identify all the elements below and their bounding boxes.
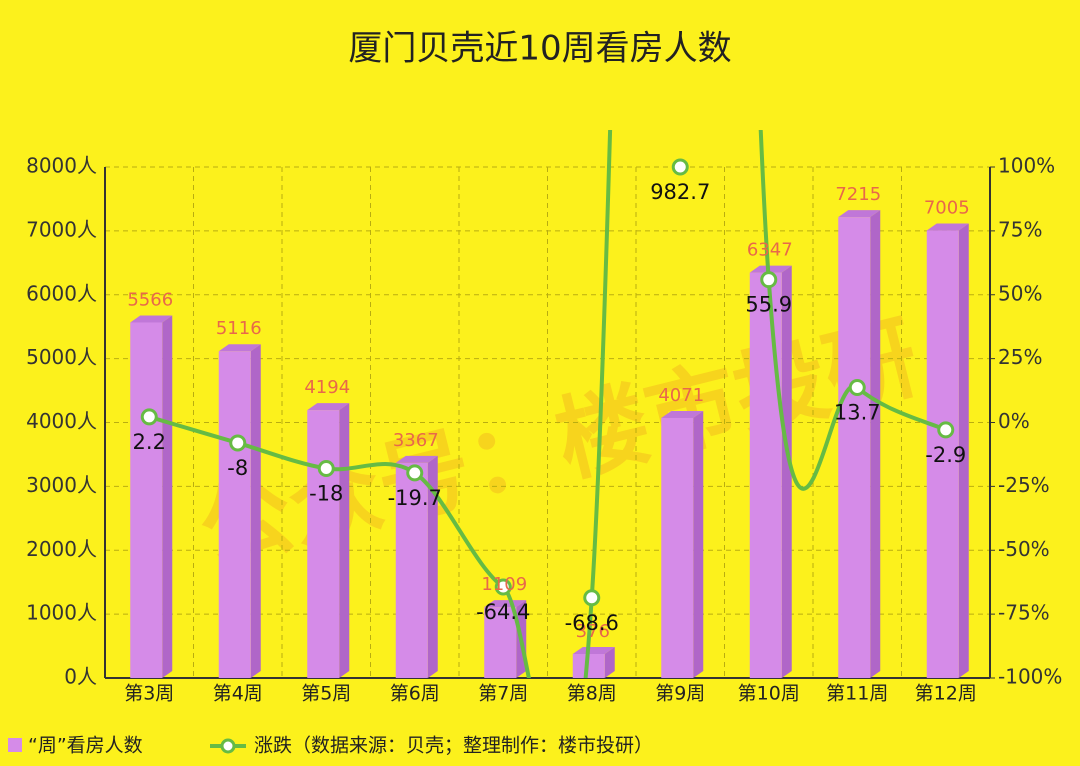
bar-side <box>604 646 615 678</box>
bar-top <box>661 410 704 418</box>
legend-swatch <box>8 738 22 752</box>
y-tick-label: 5000人 <box>26 345 97 369</box>
bar <box>926 230 959 679</box>
bar-top <box>749 265 792 273</box>
bar-top <box>218 344 261 352</box>
y-tick-label: 3000人 <box>26 473 97 497</box>
bar-value-label: 7215 <box>835 184 881 205</box>
bar-top <box>130 315 173 323</box>
y2-tick-label: -75% <box>998 601 1050 625</box>
line-value-label: 13.7 <box>834 400 881 424</box>
legend-point <box>220 738 236 754</box>
y2-tick-label: 25% <box>998 345 1042 369</box>
y-tick-label: 4000人 <box>26 409 97 433</box>
bar-value-label: 3367 <box>393 430 439 451</box>
chart-title: 厦门贝壳近10周看房人数 <box>348 29 731 69</box>
bar-top <box>307 403 350 411</box>
y-tick-label: 8000人 <box>26 154 97 178</box>
x-tick-label: 第3周 <box>124 683 174 705</box>
bar <box>484 607 517 678</box>
x-tick-label: 第8周 <box>567 683 617 705</box>
bar-value-label: 5566 <box>127 289 173 310</box>
y-tick-label: 0人 <box>64 665 97 689</box>
line-value-label: -18 <box>309 481 343 505</box>
y2-tick-label: -25% <box>998 473 1050 497</box>
x-tick-label: 第11周 <box>826 683 888 705</box>
x-tick-label: 第9周 <box>655 683 705 705</box>
line-point <box>671 158 689 176</box>
bar-side <box>427 455 438 678</box>
line-point <box>937 421 955 439</box>
bar <box>395 462 428 678</box>
bar <box>307 410 340 678</box>
bar-value-label: 1109 <box>481 574 527 595</box>
y2-tick-label: 75% <box>998 217 1042 241</box>
line-point <box>229 434 247 452</box>
x-tick-label: 第6周 <box>390 683 440 705</box>
bar-side <box>162 315 173 678</box>
line-point <box>760 271 778 289</box>
bar-side <box>693 410 704 678</box>
line-point <box>406 464 424 482</box>
line-value-label: 2.2 <box>133 430 166 454</box>
line-value-label: -68.6 <box>565 611 619 635</box>
line <box>148 130 947 678</box>
y-tick-label: 1000人 <box>26 601 97 625</box>
line-value-label: 982.7 <box>650 180 710 204</box>
bar-top <box>926 223 969 231</box>
y-tick-label: 7000人 <box>26 217 97 241</box>
bar-top <box>395 455 438 463</box>
line-value-label: -8 <box>227 456 248 480</box>
line-point <box>140 408 158 426</box>
bar-top <box>484 600 527 608</box>
legend-label: 涨跌（数据来源：贝壳；整理制作：楼市投研） <box>254 735 653 757</box>
bar <box>130 322 163 678</box>
bar <box>661 417 694 678</box>
bar-side <box>781 265 792 678</box>
line-point <box>494 578 512 596</box>
bar-side <box>339 403 350 678</box>
line-value-label: -19.7 <box>388 486 442 510</box>
y-tick-label: 6000人 <box>26 281 97 305</box>
bar-value-label: 376 <box>576 621 610 642</box>
bar-value-label: 7005 <box>924 198 970 219</box>
x-tick-label: 第7周 <box>478 683 528 705</box>
bar-side <box>250 344 261 678</box>
line-value-label: -2.9 <box>925 443 966 467</box>
bar-value-label: 6347 <box>747 240 793 261</box>
bar <box>218 351 251 678</box>
bar-value-label: 4071 <box>658 385 704 406</box>
bar-value-label: 4194 <box>304 377 350 398</box>
bar-side <box>958 223 969 679</box>
y2-tick-label: -50% <box>998 537 1050 561</box>
bar-top <box>838 210 881 218</box>
y2-tick-label: 100% <box>998 154 1055 178</box>
line-point <box>317 459 335 477</box>
line-point <box>583 589 601 607</box>
watermark: 公众号：楼市投研 <box>188 303 928 585</box>
x-tick-label: 第10周 <box>738 683 800 705</box>
x-tick-label: 第12周 <box>915 683 977 705</box>
bar-top <box>572 646 615 654</box>
bar-value-label: 5116 <box>216 318 262 339</box>
x-tick-label: 第4周 <box>213 683 263 705</box>
y-tick-label: 2000人 <box>26 537 97 561</box>
bar-side <box>870 210 881 678</box>
line-value-label: 55.9 <box>745 293 792 317</box>
x-tick-label: 第5周 <box>301 683 351 705</box>
y2-tick-label: -100% <box>998 665 1062 689</box>
bar <box>838 217 871 678</box>
line-value-label: -64.4 <box>476 600 530 624</box>
legend-label: “周”看房人数 <box>28 735 143 757</box>
line-point <box>848 378 866 396</box>
bar <box>749 272 782 678</box>
y2-tick-label: 0% <box>998 409 1030 433</box>
y2-tick-label: 50% <box>998 281 1042 305</box>
